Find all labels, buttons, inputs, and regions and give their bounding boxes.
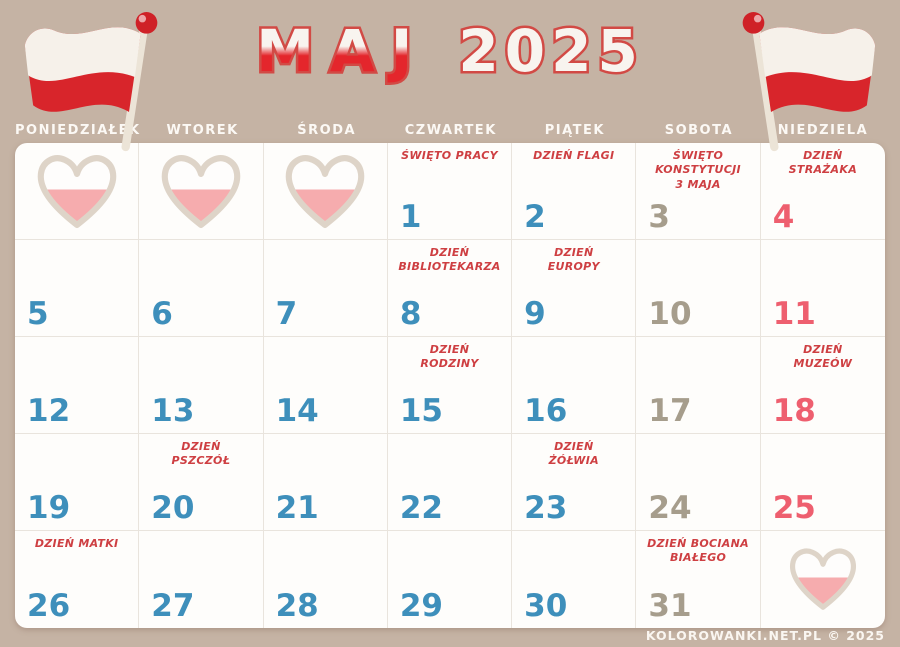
calendar-cell: DZIEŃ BOCIANA BIAŁEGO 31 bbox=[636, 531, 761, 628]
calendar-cell bbox=[761, 531, 885, 628]
day-number: 19 bbox=[27, 490, 71, 526]
calendar-cell: DZIEŃ MATKI 26 bbox=[15, 531, 140, 628]
day-number: 28 bbox=[275, 588, 319, 624]
calendar-cell: 14 bbox=[263, 337, 388, 434]
holiday-label: DZIEŃ STRAŻAKA bbox=[788, 149, 858, 177]
day-number: 8 bbox=[399, 296, 422, 332]
heart-icon bbox=[286, 155, 365, 228]
day-number: 24 bbox=[648, 490, 692, 526]
calendar-cell: DZIEŃ ŻÓŁWIA 23 bbox=[512, 434, 637, 531]
calendar-cell bbox=[15, 143, 140, 240]
calendar-cell: 13 bbox=[139, 337, 264, 434]
day-number: 9 bbox=[524, 296, 546, 332]
holiday-label: DZIEŃ ŻÓŁWIA bbox=[548, 440, 599, 468]
calendar-cell bbox=[139, 143, 264, 240]
calendar-cell: 27 bbox=[139, 531, 264, 628]
holiday-label: DZIEŃ MATKI bbox=[34, 537, 119, 550]
day-number: 23 bbox=[524, 490, 568, 526]
calendar-cell: 16 bbox=[512, 337, 637, 434]
calendar-cell: 19 bbox=[15, 434, 140, 531]
day-number: 11 bbox=[772, 296, 816, 332]
calendar-cell: DZIEŃ BIBLIOTEKARZA 8 bbox=[387, 240, 513, 337]
day-number: 10 bbox=[648, 296, 692, 332]
weekday-header-thursday: CZWARTEK bbox=[404, 122, 497, 138]
holiday-label: DZIEŃ BOCIANA BIAŁEGO bbox=[647, 537, 749, 565]
day-number: 26 bbox=[27, 588, 71, 624]
day-number: 7 bbox=[275, 296, 298, 332]
day-number: 15 bbox=[399, 393, 443, 429]
holiday-label: ŚWIĘTO KONSTYTUCJI 3 MAJA bbox=[655, 149, 741, 191]
day-number: 13 bbox=[151, 393, 195, 429]
calendar-grid: ŚWIĘTO PRACY 1 DZIEŃ FLAGI 2 ŚWIĘTO KONST… bbox=[15, 143, 885, 628]
holiday-label: DZIEŃ RODZINY bbox=[420, 343, 479, 371]
calendar-cell: DZIEŃ MUZEÓW 18 bbox=[760, 337, 885, 434]
calendar-cell: 12 bbox=[15, 337, 140, 434]
day-number: 1 bbox=[399, 199, 422, 235]
calendar-cell: 29 bbox=[388, 531, 513, 628]
weekday-header-tuesday: WTOREK bbox=[166, 122, 239, 138]
holiday-label: DZIEŃ BIBLIOTEKARZA bbox=[398, 246, 501, 274]
day-number: 5 bbox=[27, 296, 49, 332]
calendar-cell: 22 bbox=[387, 434, 513, 531]
title-year: 2025 bbox=[458, 17, 644, 85]
weekday-header-sunday: NIEDZIELA bbox=[777, 122, 869, 138]
day-number: 2 bbox=[524, 199, 546, 235]
calendar-cell: DZIEŃ PSZCZÓŁ 20 bbox=[139, 434, 264, 531]
day-number: 14 bbox=[275, 393, 319, 429]
day-number: 17 bbox=[648, 393, 692, 429]
day-number: 18 bbox=[772, 393, 816, 429]
day-number: 31 bbox=[648, 588, 692, 624]
calendar-cell: ŚWIĘTO KONSTYTUCJI 3 MAJA 3 bbox=[636, 143, 761, 240]
holiday-label: ŚWIĘTO PRACY bbox=[401, 149, 498, 162]
calendar-cell: 30 bbox=[512, 531, 637, 628]
calendar-cell: 24 bbox=[636, 434, 761, 531]
calendar-cell: 11 bbox=[760, 240, 885, 337]
calendar-cell: 17 bbox=[636, 337, 761, 434]
calendar-cell: 7 bbox=[263, 240, 388, 337]
title-year-outline: 2025 bbox=[456, 17, 644, 85]
footer-credit: KOLOROWANKI.NET.PL © 2025 bbox=[645, 628, 885, 643]
day-number: 6 bbox=[151, 296, 173, 332]
day-number: 27 bbox=[151, 588, 195, 624]
calendar-cell: 21 bbox=[263, 434, 388, 531]
day-number: 20 bbox=[151, 490, 195, 526]
page-title: MAJ MAJ 2025 2025 bbox=[0, 17, 900, 85]
heart-icon bbox=[789, 548, 856, 610]
calendar-cell: 6 bbox=[139, 240, 264, 337]
calendar-cell: 28 bbox=[264, 531, 388, 628]
title-month-outline: MAJ bbox=[254, 17, 429, 85]
holiday-label: DZIEŃ MUZEÓW bbox=[793, 343, 853, 371]
calendar-cell: 10 bbox=[636, 240, 761, 337]
title-month: MAJ bbox=[256, 17, 429, 85]
day-number: 29 bbox=[399, 588, 443, 624]
weekday-header-friday: PIĄTEK bbox=[544, 122, 605, 138]
day-number: 30 bbox=[524, 588, 568, 624]
heart-icon bbox=[161, 155, 241, 228]
day-number: 16 bbox=[524, 393, 568, 429]
calendar-cell bbox=[263, 143, 388, 240]
calendar-cell: 25 bbox=[760, 434, 885, 531]
calendar-cell: DZIEŃ STRAŻAKA 4 bbox=[760, 143, 885, 240]
calendar-cell: ŚWIĘTO PRACY 1 bbox=[387, 143, 513, 240]
holiday-label: DZIEŃ EUROPY bbox=[547, 246, 600, 274]
day-number: 3 bbox=[648, 199, 670, 235]
weekday-header-saturday: SOBOTA bbox=[664, 122, 734, 138]
heart-icon bbox=[37, 155, 116, 228]
day-number: 21 bbox=[275, 490, 319, 526]
calendar-cell: DZIEŃ EUROPY 9 bbox=[512, 240, 637, 337]
day-number: 12 bbox=[27, 393, 71, 429]
day-number: 25 bbox=[772, 490, 816, 526]
calendar-cell: 5 bbox=[15, 240, 140, 337]
weekday-header-monday: PONIEDZIAŁEK bbox=[15, 122, 141, 138]
day-number: 4 bbox=[772, 199, 795, 235]
calendar-cell: DZIEŃ RODZINY 15 bbox=[387, 337, 513, 434]
weekday-header-wednesday: ŚRODA bbox=[297, 122, 357, 138]
holiday-label: DZIEŃ FLAGI bbox=[533, 149, 615, 162]
calendar-cell: DZIEŃ FLAGI 2 bbox=[512, 143, 637, 240]
weekday-header-row: PONIEDZIAŁEK WTOREK ŚRODA CZWARTEK PIĄTE… bbox=[15, 117, 885, 143]
holiday-label: DZIEŃ PSZCZÓŁ bbox=[171, 440, 231, 468]
day-number: 22 bbox=[399, 490, 443, 526]
